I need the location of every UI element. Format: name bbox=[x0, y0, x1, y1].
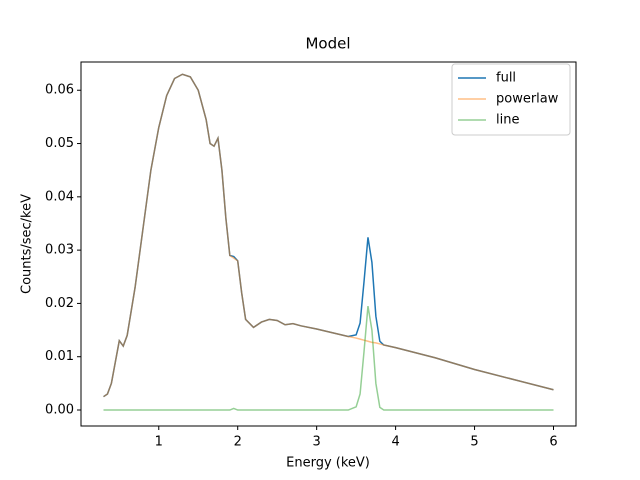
y-tick-label: 0.02 bbox=[45, 296, 74, 311]
x-tick-label: 6 bbox=[549, 435, 557, 450]
legend-label: powerlaw bbox=[496, 92, 559, 107]
x-tick-label: 2 bbox=[234, 435, 242, 450]
x-tick-label: 5 bbox=[470, 435, 478, 450]
plot-frame bbox=[80, 61, 577, 427]
x-tick-label: 4 bbox=[391, 435, 399, 450]
series-line bbox=[103, 305, 554, 411]
x-axis-label: Energy (keV) bbox=[286, 456, 370, 471]
y-axis-label: Counts/sec/keV bbox=[20, 194, 35, 294]
legend-label: full bbox=[496, 71, 516, 86]
legend-label: line bbox=[496, 113, 519, 128]
y-tick-label: 0.05 bbox=[45, 136, 74, 151]
x-tick-label: 1 bbox=[155, 435, 163, 450]
y-tick-label: 0.04 bbox=[45, 189, 74, 204]
legend-box bbox=[451, 63, 571, 136]
x-tick-label: 3 bbox=[313, 435, 321, 450]
chart-title: Model bbox=[305, 35, 350, 53]
series-line bbox=[103, 73, 554, 398]
y-tick-label: 0.00 bbox=[45, 403, 74, 418]
y-tick-label: 0.01 bbox=[45, 349, 74, 364]
y-tick-label: 0.03 bbox=[45, 243, 74, 258]
y-tick-label: 0.06 bbox=[45, 83, 74, 98]
